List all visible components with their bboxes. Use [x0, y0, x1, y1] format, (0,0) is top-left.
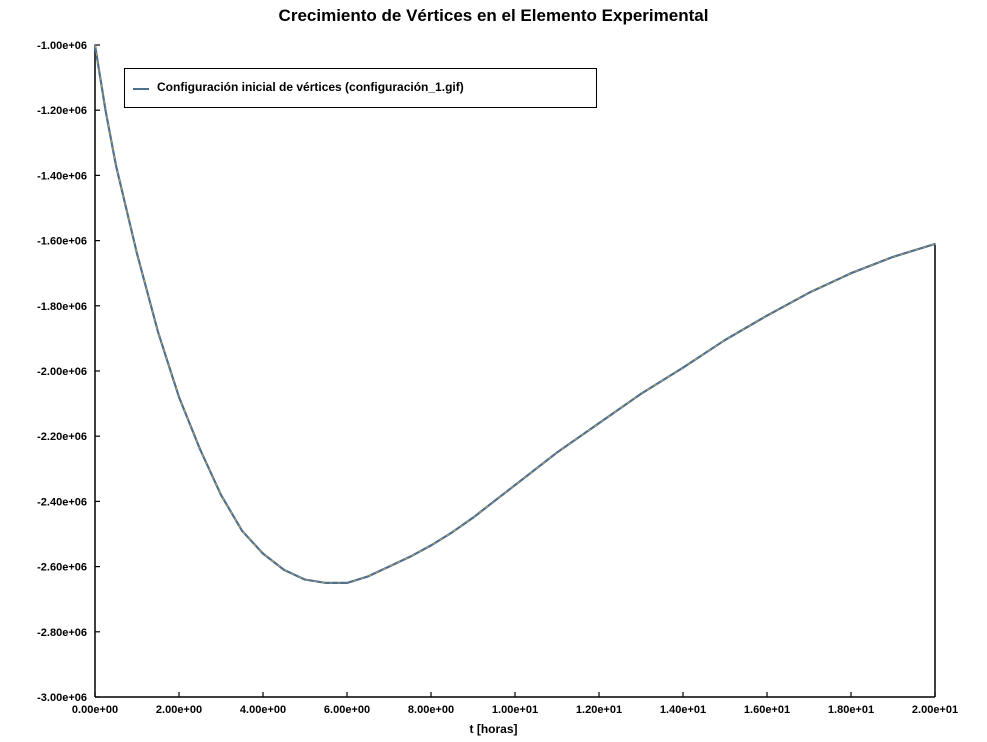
data-point: [409, 555, 411, 558]
x-tick-label: 1.80e+01: [828, 704, 874, 716]
legend-label: Configuración inicial de vértices (confi…: [157, 80, 464, 94]
data-point: [241, 529, 243, 532]
data-point: [262, 552, 264, 555]
data-point: [472, 516, 474, 519]
series-line-highlight: [94, 44, 936, 584]
x-tick-label: 1.40e+01: [660, 704, 706, 716]
data-point: [850, 272, 852, 275]
data-point: [220, 493, 222, 496]
chart-title: Crecimiento de Vértices en el Elemento E…: [278, 6, 709, 25]
data-point: [682, 366, 684, 369]
x-tick-label: 1.60e+01: [744, 704, 790, 716]
x-tick-label: 2.00e+01: [912, 704, 958, 716]
y-tick-label: -1.40e+06: [37, 170, 87, 182]
x-axis-label: t [horas]: [469, 722, 518, 736]
data-point: [934, 242, 936, 245]
y-tick-label: -1.80e+06: [37, 301, 87, 313]
y-tick-label: -1.60e+06: [37, 236, 87, 248]
data-point: [640, 392, 642, 395]
data-point: [451, 531, 453, 534]
y-tick-label: -1.20e+06: [37, 105, 87, 117]
data-point: [556, 451, 558, 454]
y-tick-label: -2.60e+06: [37, 562, 87, 574]
x-tick-label: 2.00e+00: [156, 704, 202, 716]
y-tick-label: -2.20e+06: [37, 431, 87, 443]
legend-line-swatch: [133, 88, 149, 90]
x-tick-label: 1.20e+01: [576, 704, 622, 716]
data-point: [766, 314, 768, 317]
x-tick-label: 4.00e+00: [240, 704, 286, 716]
y-tick-label: -1.00e+06: [37, 40, 87, 52]
data-point: [724, 339, 726, 341]
x-tick-label: 1.00e+01: [492, 704, 538, 716]
data-point: [493, 500, 495, 503]
x-tick-label: 8.00e+00: [408, 704, 454, 716]
data-point: [388, 565, 390, 568]
y-tick-label: -2.80e+06: [37, 627, 87, 639]
data-point: [157, 330, 159, 333]
data-point: [808, 291, 810, 294]
data-point: [94, 44, 96, 46]
data-point: [346, 582, 348, 584]
data-point: [199, 448, 201, 451]
data-point: [178, 396, 180, 398]
series-line: [93, 44, 936, 585]
y-tick-label: -2.00e+06: [37, 366, 87, 378]
x-tick-label: 0.00e+00: [72, 704, 118, 716]
data-point: [430, 544, 432, 547]
data-point: [136, 252, 138, 255]
data-point: [514, 484, 516, 486]
data-point: [325, 582, 327, 584]
data-point: [892, 256, 894, 258]
y-tick-label: -3.00e+06: [37, 692, 87, 704]
data-point: [115, 164, 117, 167]
x-tick-label: 6.00e+00: [324, 704, 370, 716]
data-point: [598, 422, 600, 425]
data-point: [104, 109, 107, 112]
legend: Configuración inicial de vértices (confi…: [124, 68, 597, 108]
data-point: [283, 568, 285, 571]
data-point: [304, 578, 306, 581]
data-point: [367, 575, 369, 578]
y-tick-label: -2.40e+06: [37, 496, 87, 508]
